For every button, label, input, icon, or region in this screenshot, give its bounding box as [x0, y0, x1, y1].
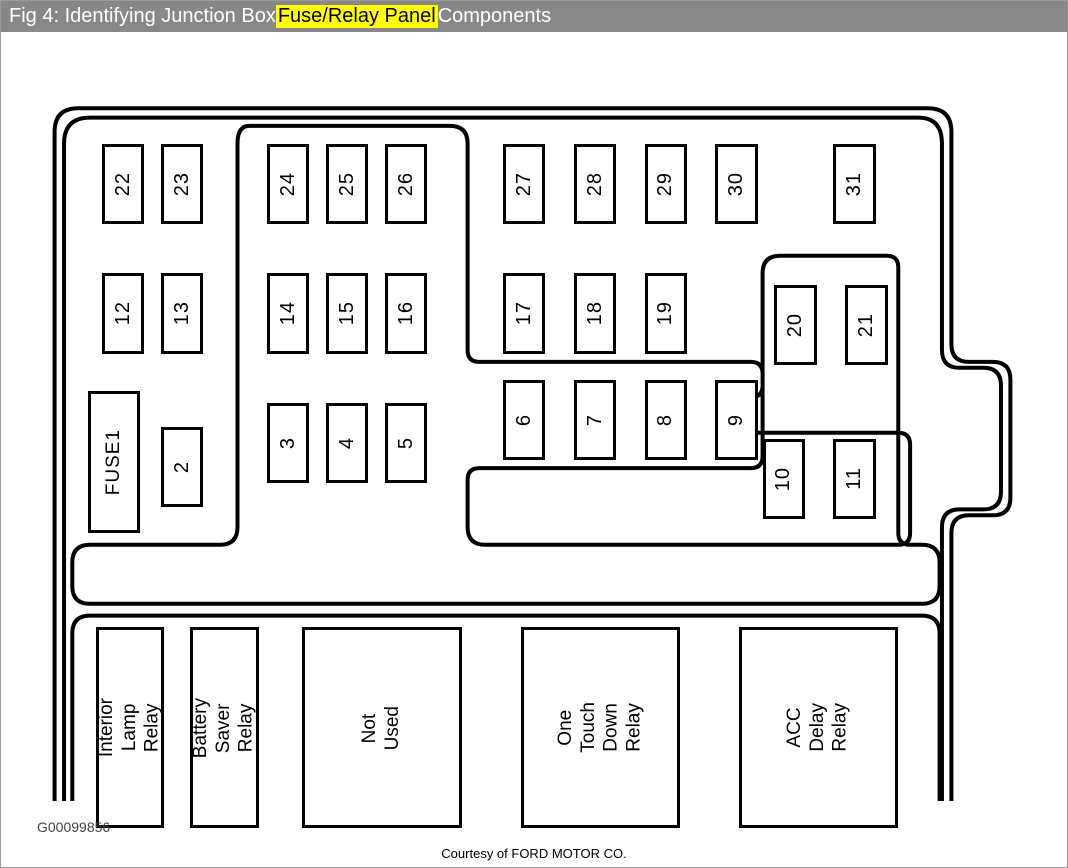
fuse-label: 15 — [336, 301, 359, 325]
fuse-label: 11 — [843, 467, 866, 490]
fuse-26: 26 — [385, 144, 427, 224]
fuse-label: 27 — [513, 172, 536, 196]
fuse-8: 8 — [645, 380, 687, 460]
relay-label: Battery Saver Relay — [190, 698, 258, 758]
fuse-13: 13 — [161, 273, 203, 353]
fuse-label: 13 — [171, 301, 194, 325]
fuse-label: 4 — [336, 437, 359, 449]
fuse-14: 14 — [267, 273, 309, 353]
battery-saver-relay: Battery Saver Relay — [190, 627, 258, 828]
fuse-label: 31 — [843, 172, 866, 196]
relay-label: Not Used — [359, 706, 405, 750]
relay-label: ACC Delay Relay — [784, 703, 852, 752]
fuse-11: 11 — [833, 439, 875, 519]
fuse-label: 16 — [395, 301, 418, 325]
one-touch-down-relay: One Touch Down Relay — [521, 627, 680, 828]
fuse-21: 21 — [845, 285, 887, 365]
fuse-12: 12 — [102, 273, 144, 353]
fuse-label: 21 — [855, 313, 878, 337]
relay-label: Interior Lamp Relay — [96, 698, 164, 757]
fuse-label: 19 — [654, 301, 677, 325]
fuse-3: 3 — [267, 403, 309, 483]
fuse-28: 28 — [574, 144, 616, 224]
figure-title-bar: Fig 4: Identifying Junction Box Fuse/Rel… — [1, 1, 1067, 32]
fuse-label: 8 — [654, 414, 677, 426]
title-suffix: Components — [438, 5, 551, 28]
fuse-27: 27 — [503, 144, 545, 224]
fuse-label: 10 — [772, 467, 795, 491]
fuse-label: 18 — [584, 301, 607, 325]
fuse-label: 28 — [584, 172, 607, 196]
fuse-label: 17 — [513, 301, 536, 325]
fuse-19: 19 — [645, 273, 687, 353]
fuse-17: 17 — [503, 273, 545, 353]
fuse-label: 3 — [277, 437, 300, 449]
graphic-id: G00099856 — [37, 819, 110, 835]
fuse-label: 6 — [513, 414, 536, 426]
fuse-label: 24 — [277, 172, 300, 196]
fuse-24: 24 — [267, 144, 309, 224]
fuse-label: 12 — [112, 301, 135, 325]
credit-line: Courtesy of FORD MOTOR CO. — [1, 846, 1067, 861]
fuse-30: 30 — [715, 144, 757, 224]
fuse-7: 7 — [574, 380, 616, 460]
fuse-label: 14 — [277, 301, 300, 325]
fuse-label: 23 — [171, 172, 194, 196]
fuse-6: 6 — [503, 380, 545, 460]
acc-delay-relay: ACC Delay Relay — [739, 627, 898, 828]
fuse-22: 22 — [102, 144, 144, 224]
fuse-15: 15 — [326, 273, 368, 353]
fuse-label: 2 — [171, 461, 194, 473]
figure-frame: Fig 4: Identifying Junction Box Fuse/Rel… — [0, 0, 1068, 868]
fuse-label: 7 — [584, 414, 607, 426]
fuse-9: 9 — [715, 380, 757, 460]
fuse-5: 5 — [385, 403, 427, 483]
fuse-label: 22 — [112, 172, 135, 196]
fuse-fuse1: FUSE1 — [88, 391, 140, 533]
fuse-10: 10 — [763, 439, 805, 519]
fuse-box-diagram: 2223242526272829303112131415161718192021… — [31, 61, 1039, 801]
not-used: Not Used — [302, 627, 461, 828]
fuse-31: 31 — [833, 144, 875, 224]
title-prefix: Fig 4: Identifying Junction Box — [9, 5, 276, 28]
fuse-label: 30 — [725, 172, 748, 196]
fuse-16: 16 — [385, 273, 427, 353]
fuse-label: 9 — [725, 414, 748, 426]
fuse-20: 20 — [774, 285, 816, 365]
fuse-label: 29 — [654, 172, 677, 196]
fuse-4: 4 — [326, 403, 368, 483]
fuse-2: 2 — [161, 427, 203, 507]
fuse-label: 26 — [395, 172, 418, 196]
fuse-29: 29 — [645, 144, 687, 224]
fuse-label: 20 — [784, 313, 807, 337]
interior-lamp-relay: Interior Lamp Relay — [96, 627, 164, 828]
fuse-label: FUSE1 — [103, 429, 125, 495]
fuse-label: 5 — [395, 437, 418, 449]
relay-label: One Touch Down Relay — [555, 702, 646, 753]
fuse-label: 25 — [336, 172, 359, 196]
fuse-25: 25 — [326, 144, 368, 224]
fuse-18: 18 — [574, 273, 616, 353]
title-highlight: Fuse/Relay Panel — [276, 5, 438, 28]
fuse-23: 23 — [161, 144, 203, 224]
